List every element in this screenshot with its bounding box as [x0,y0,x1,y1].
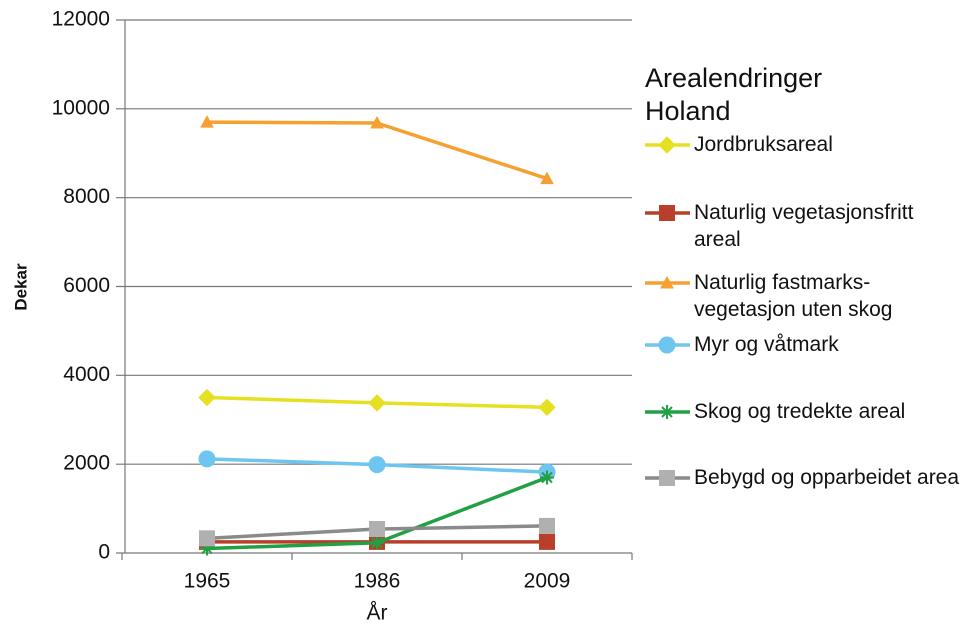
x-tick-label: 2009 [524,570,571,593]
marker [540,470,554,485]
marker [369,521,385,538]
legend-label: Myr og våtmark [694,333,839,356]
y-tick-label: 10000 [52,96,110,119]
marker [660,275,674,289]
y-tick-label: 12000 [52,8,110,31]
marker [538,398,556,417]
y-tick-label: 6000 [63,274,110,297]
marker [658,336,676,354]
series-line [206,120,548,181]
legend-label: Naturlig vegetasjonsfritt areal [694,201,914,251]
marker [198,450,216,468]
marker [659,205,675,221]
marker [659,470,675,486]
legend-label: Skog og tredekte areal [694,400,906,423]
marker [540,171,554,185]
y-tick-label: 4000 [63,363,110,386]
marker [370,116,384,129]
legend-label: Bebygd og opparbeidet areal [694,466,960,489]
marker [200,115,214,128]
x-tick-label: 1986 [354,570,401,593]
marker [658,136,676,154]
marker [539,517,555,534]
marker [368,456,386,474]
y-tick-label: 2000 [63,452,110,475]
y-tick-label: 8000 [63,185,110,208]
marker [199,530,215,547]
marker [539,533,555,550]
legend-label: Jordbruksareal [694,133,833,156]
marker [368,394,386,412]
y-axis-label: Dekar [11,263,30,311]
x-axis-label: År [367,602,388,625]
marker [200,541,214,556]
y-tick-label: 0 [98,541,110,564]
marker [198,388,216,407]
legend-label: Naturlig fastmarks-vegetasjon uten skog [694,271,893,321]
marker [660,405,674,419]
legend-title: Arealendringer Holand [645,63,823,126]
marker [370,535,384,550]
x-tick-label: 1965 [184,570,231,593]
